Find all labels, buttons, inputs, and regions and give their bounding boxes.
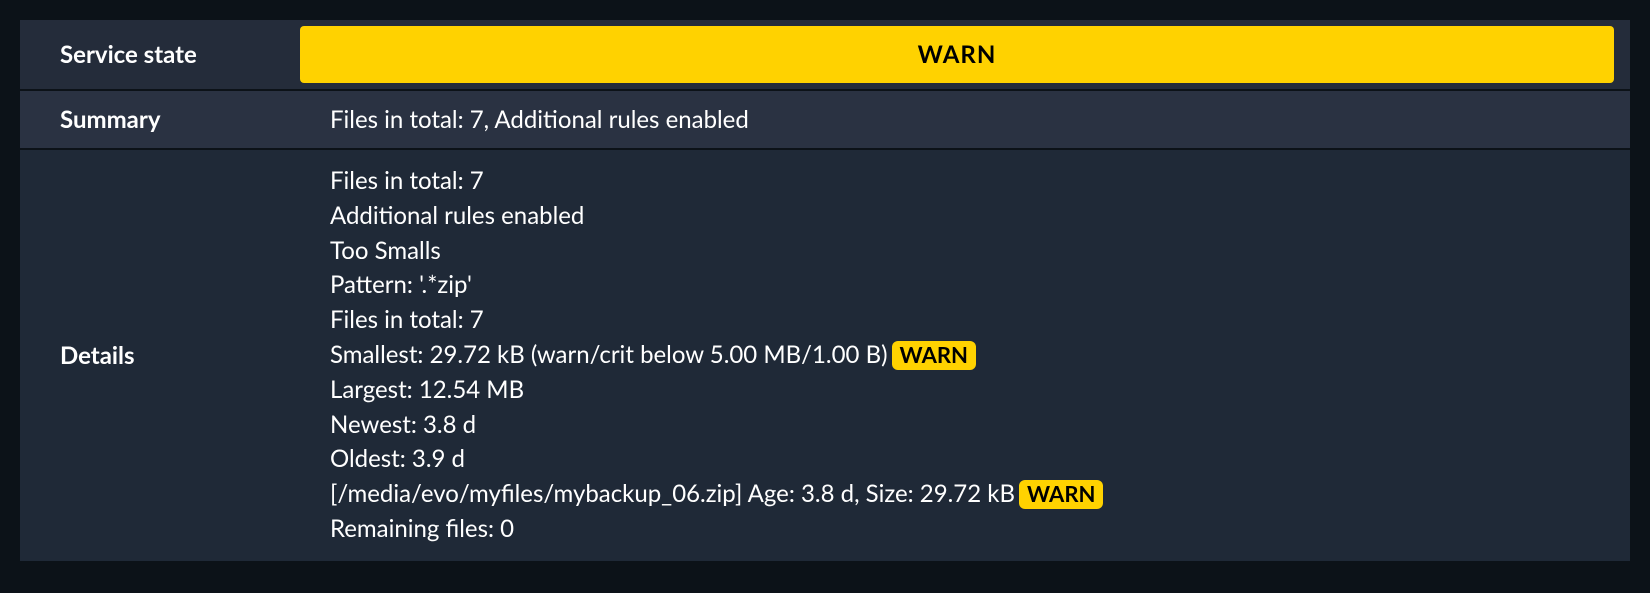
detail-line: Oldest: 3.9 d [330, 442, 1103, 477]
detail-line: Additional rules enabled [330, 199, 1103, 234]
row-summary: Summary Files in total: 7, Additional ru… [20, 91, 1630, 150]
detail-line-text: [/media/evo/myfiles/mybackup_06.zip] Age… [330, 479, 1015, 508]
detail-line-text: Largest: 12.54 MB [330, 375, 524, 404]
label-service-state: Service state [20, 20, 300, 89]
warn-badge: WARN [1019, 480, 1103, 509]
detail-line-text: Smallest: 29.72 kB (warn/crit below 5.00… [330, 340, 888, 369]
warn-badge: WARN [892, 341, 976, 370]
detail-line-text: Additional rules enabled [330, 201, 584, 230]
value-details: Files in total: 7 Additional rules enable… [300, 150, 1630, 561]
detail-line-text: Remaining files: 0 [330, 514, 514, 543]
detail-line: Files in total: 7 [330, 164, 1103, 199]
summary-text: Files in total: 7, Additional rules enab… [330, 105, 749, 134]
detail-line-text: Newest: 3.8 d [330, 410, 476, 439]
value-summary: Files in total: 7, Additional rules enab… [300, 91, 1630, 148]
detail-line: Largest: 12.54 MB [330, 373, 1103, 408]
service-info-panel: Service state WARN Summary Files in tota… [20, 20, 1630, 561]
detail-line: Files in total: 7 [330, 303, 1103, 338]
detail-line: Pattern: '.*zip' [330, 268, 1103, 303]
detail-line-text: Files in total: 7 [330, 305, 484, 334]
detail-line-text: Files in total: 7 [330, 166, 484, 195]
state-badge: WARN [300, 26, 1614, 83]
detail-line: Newest: 3.8 d [330, 408, 1103, 443]
detail-line-text: Too Smalls [330, 236, 441, 265]
detail-line: Remaining files: 0 [330, 512, 1103, 547]
detail-line: [/media/evo/myfiles/mybackup_06.zip] Age… [330, 477, 1103, 512]
value-service-state: WARN [300, 20, 1630, 89]
detail-line-text: Oldest: 3.9 d [330, 444, 465, 473]
row-service-state: Service state WARN [20, 20, 1630, 91]
label-summary: Summary [20, 91, 300, 148]
detail-line: Smallest: 29.72 kB (warn/crit below 5.00… [330, 338, 1103, 373]
details-content: Files in total: 7 Additional rules enable… [330, 164, 1103, 547]
label-details: Details [20, 150, 300, 561]
row-details: Details Files in total: 7 Additional rule… [20, 150, 1630, 561]
detail-line-text: Pattern: '.*zip' [330, 270, 472, 299]
detail-line: Too Smalls [330, 234, 1103, 269]
